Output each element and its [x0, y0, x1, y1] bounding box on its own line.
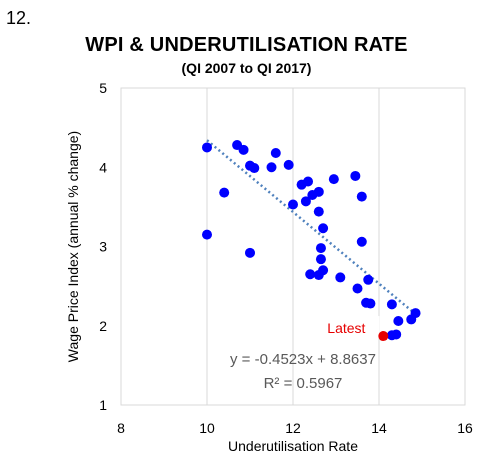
data-point: [219, 187, 230, 198]
data-points: [202, 140, 421, 341]
data-point: [266, 162, 277, 173]
data-point: [328, 174, 339, 185]
data-point: [202, 229, 212, 240]
data-point: [300, 196, 311, 207]
y-axis-label: Wage Price Index (annual % change): [65, 131, 81, 362]
data-point: [410, 308, 421, 319]
data-point: [352, 283, 363, 294]
chart-title: WPI & UNDERUTILISATION RATE: [85, 34, 408, 56]
data-point: [238, 144, 249, 155]
data-point: [318, 265, 329, 276]
data-point: [270, 147, 281, 158]
data-point: [365, 298, 376, 309]
data-point: [356, 191, 367, 202]
trendline-equation: y = -0.4523x + 8.8637: [230, 351, 376, 368]
x-tick-label: 8: [117, 420, 125, 436]
data-point: [249, 163, 260, 174]
figure-number: 12.: [6, 8, 32, 28]
y-tick-label: 3: [99, 239, 107, 255]
data-point: [315, 254, 326, 265]
data-point: [305, 269, 316, 280]
y-tick-label: 1: [99, 397, 107, 413]
x-tick-label: 14: [371, 420, 387, 436]
y-axis-ticks: 1 2 3 4 5: [99, 80, 107, 413]
r-squared-label: R² = 0.5967: [264, 375, 343, 392]
y-tick-label: 2: [99, 318, 107, 334]
data-point: [363, 274, 374, 285]
latest-label: Latest: [327, 320, 365, 336]
data-point: [350, 170, 361, 181]
data-point: [315, 243, 326, 254]
plot-area-frame: [120, 87, 466, 406]
y-tick-label: 4: [99, 159, 107, 175]
data-point: [303, 176, 314, 187]
data-point: [393, 315, 404, 326]
x-tick-label: 12: [285, 420, 301, 436]
data-point: [313, 206, 324, 217]
chart-subtitle: (QI 2007 to QI 2017): [181, 60, 312, 76]
data-point: [202, 142, 212, 153]
x-axis-ticks: 8 10 12 14 16: [117, 420, 473, 436]
x-tick-label: 10: [199, 420, 215, 436]
data-point: [356, 236, 367, 247]
x-axis-label: Underutilisation Rate: [228, 438, 358, 454]
data-point: [335, 272, 346, 283]
data-point: [313, 186, 324, 197]
trendline: [206, 139, 419, 317]
x-tick-label: 16: [457, 420, 473, 436]
data-point: [318, 223, 329, 234]
latest-label-background: [321, 316, 380, 339]
y-tick-label: 5: [99, 80, 107, 96]
data-point: [283, 159, 294, 170]
data-point: [245, 247, 255, 258]
latest-point: [378, 331, 389, 342]
data-point: [386, 299, 397, 310]
data-point: [288, 199, 298, 210]
data-point: [391, 329, 402, 340]
